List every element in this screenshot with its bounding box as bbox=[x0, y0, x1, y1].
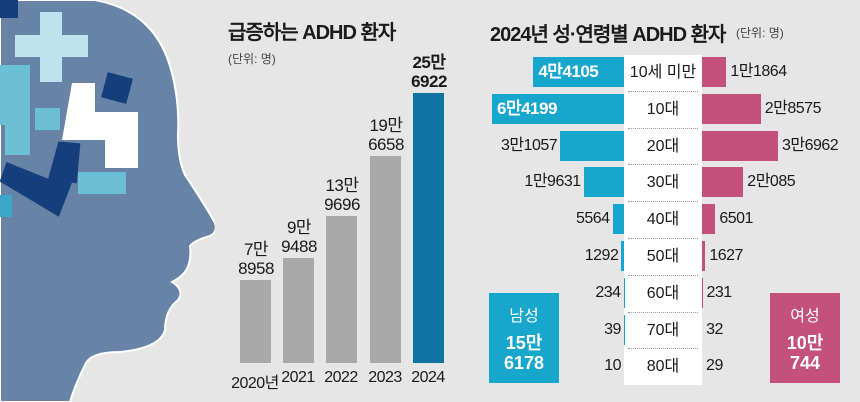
female-value-label: 3만6962 bbox=[781, 136, 839, 154]
value-label: 9만 9488 bbox=[269, 218, 329, 256]
male-value-label: 6만4199 bbox=[497, 98, 557, 118]
female-bar bbox=[702, 93, 761, 124]
age-label: 10세 미만 bbox=[629, 64, 697, 81]
male-total-box: 남성 15만 6178 bbox=[489, 293, 559, 383]
male-bar bbox=[621, 241, 624, 271]
female-value-label: 2만8575 bbox=[764, 99, 822, 117]
row-divider bbox=[628, 311, 698, 313]
age-label: 50대 bbox=[646, 248, 680, 265]
value-label-line2: 6922 bbox=[411, 72, 447, 91]
value-label: 25만 6922 bbox=[399, 53, 459, 91]
female-value-label: 1627 bbox=[709, 247, 743, 264]
value-label-line1: 7만 bbox=[243, 240, 269, 260]
x-tick-label: 2023 bbox=[368, 369, 402, 386]
bar-2021 bbox=[283, 258, 314, 363]
value-label: 7만 8958 bbox=[226, 240, 286, 278]
female-value-label: 6501 bbox=[719, 210, 753, 228]
male-bar bbox=[560, 130, 624, 161]
male-total-line1: 15만 bbox=[505, 333, 543, 353]
value-label: 19만 6658 bbox=[356, 116, 416, 154]
growth-chart-title: 급증하는 ADHD 환자 bbox=[228, 22, 396, 44]
row-divider bbox=[628, 164, 698, 166]
female-value-label: 231 bbox=[706, 283, 732, 301]
row-divider bbox=[628, 127, 698, 129]
female-value-label: 2만085 bbox=[747, 173, 796, 191]
male-value-label: 3만1057 bbox=[500, 136, 558, 154]
female-value-label: 1만1864 bbox=[730, 63, 787, 80]
bar-2022 bbox=[326, 216, 357, 363]
female-total-box: 여성 10만 744 bbox=[770, 293, 840, 383]
value-label-line1: 9만 bbox=[286, 218, 312, 238]
male-value-label: 1만9631 bbox=[524, 173, 581, 191]
row-divider bbox=[628, 274, 698, 276]
puzzle-pieces bbox=[0, 0, 138, 217]
age-label: 10대 bbox=[646, 100, 680, 118]
male-value-label: 1292 bbox=[584, 247, 619, 264]
row-divider bbox=[628, 238, 698, 239]
male-total-line2: 6178 bbox=[503, 353, 545, 373]
age-label: 20대 bbox=[646, 137, 680, 155]
female-value-label: 32 bbox=[706, 320, 723, 338]
pyramid-chart-unit: (단위: 명) bbox=[736, 26, 784, 40]
value-label-line2: 9696 bbox=[324, 195, 360, 215]
male-value-label: 39 bbox=[604, 320, 621, 338]
age-label: 60대 bbox=[646, 284, 680, 302]
female-bar bbox=[702, 57, 727, 87]
bar-2024 bbox=[413, 93, 444, 363]
age-column bbox=[624, 55, 702, 385]
head-silhouette-illustration bbox=[0, 0, 215, 402]
male-bar bbox=[492, 93, 624, 124]
male-bar bbox=[533, 57, 624, 87]
value-label: 13만 9696 bbox=[312, 176, 372, 214]
age-label: 70대 bbox=[646, 321, 680, 339]
bar-2023 bbox=[370, 156, 401, 363]
male-value-label: 4만4105 bbox=[538, 62, 599, 81]
male-value-label: 10 bbox=[604, 357, 621, 375]
value-label-line2: 6658 bbox=[368, 135, 404, 155]
row-divider bbox=[628, 201, 698, 203]
male-legend-label: 남성 bbox=[509, 308, 539, 325]
age-label: 80대 bbox=[646, 358, 680, 376]
row-divider bbox=[628, 348, 698, 350]
pyramid-chart-title: 2024년 성·연령별 ADHD 환자 bbox=[490, 24, 726, 46]
age-label: 40대 bbox=[646, 211, 680, 229]
value-label-line2: 8958 bbox=[238, 259, 274, 279]
female-value-label: 29 bbox=[706, 357, 723, 375]
male-value-label: 234 bbox=[595, 283, 621, 301]
female-total-line1: 10만 bbox=[786, 333, 824, 353]
female-total-line2: 744 bbox=[789, 353, 821, 373]
x-tick-label: 2022 bbox=[324, 369, 358, 386]
x-tick-label: 2024 bbox=[411, 369, 445, 386]
value-label-line1: 25만 bbox=[412, 53, 446, 72]
female-bar bbox=[702, 167, 744, 198]
bar-2020년 bbox=[240, 280, 271, 363]
female-bar bbox=[702, 204, 716, 235]
male-value-label: 5564 bbox=[575, 210, 610, 228]
male-bar bbox=[583, 167, 624, 198]
female-bar bbox=[702, 130, 778, 161]
value-label-line1: 19만 bbox=[369, 116, 403, 136]
value-label-line2: 9488 bbox=[281, 237, 317, 257]
male-bar bbox=[612, 204, 624, 235]
female-bar bbox=[702, 241, 706, 271]
x-tick-label: 2020년 bbox=[231, 375, 279, 392]
x-tick-label: 2021 bbox=[281, 369, 315, 386]
value-label-line1: 13만 bbox=[325, 176, 359, 196]
age-label: 30대 bbox=[646, 174, 680, 192]
row-divider bbox=[628, 90, 698, 92]
growth-chart-unit: (단위: 명) bbox=[228, 52, 276, 66]
female-legend-label: 여성 bbox=[790, 308, 820, 325]
